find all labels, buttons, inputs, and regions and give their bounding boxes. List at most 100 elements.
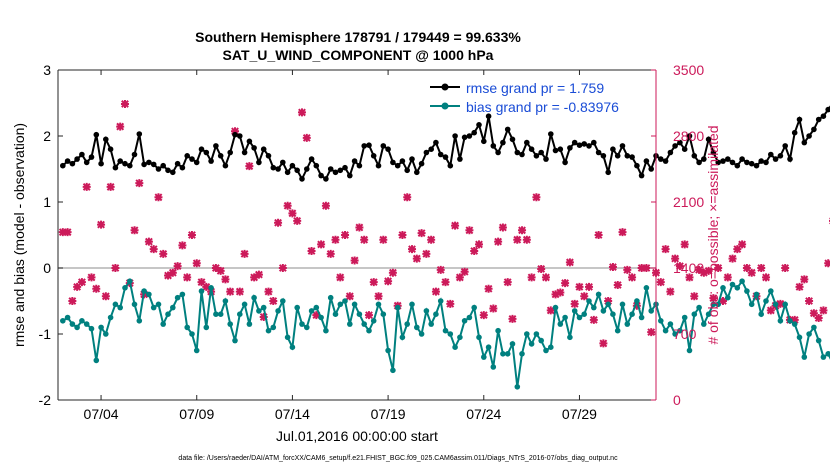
rmse-point bbox=[414, 169, 420, 176]
rmse-point bbox=[677, 139, 683, 146]
assimilated-point bbox=[431, 287, 440, 296]
rmse-point bbox=[141, 161, 147, 168]
assimilated-point bbox=[742, 264, 751, 272]
rmse-point bbox=[423, 149, 430, 156]
rmse-point bbox=[366, 142, 372, 148]
x-axis-label: Jul.01,2016 00:00:00 start bbox=[276, 428, 438, 444]
assimilated-point bbox=[297, 108, 306, 117]
bias-point bbox=[193, 347, 200, 354]
rmse-point bbox=[222, 162, 229, 169]
bias-point bbox=[720, 285, 726, 291]
assimilated-point bbox=[809, 309, 818, 318]
rmse-point bbox=[375, 162, 382, 169]
assimilated-point bbox=[618, 228, 627, 237]
assimilated-point bbox=[87, 273, 96, 282]
bias-point bbox=[490, 364, 497, 370]
rmse-point bbox=[418, 160, 425, 167]
assimilated-point bbox=[637, 264, 646, 272]
bias-point bbox=[136, 318, 143, 324]
assimilated-point bbox=[522, 235, 531, 244]
assimilated-point bbox=[503, 278, 512, 287]
assimilated-point bbox=[384, 277, 393, 286]
bias-point bbox=[342, 298, 348, 304]
rmse-point bbox=[308, 156, 315, 162]
assimilated-point bbox=[283, 201, 292, 210]
assimilated-point bbox=[494, 237, 503, 246]
chart-title-line2: SAT_U_WIND_COMPONENT @ 1000 hPa bbox=[223, 47, 494, 63]
bias-point bbox=[533, 331, 540, 337]
rmse-point bbox=[691, 153, 698, 159]
x-tick-label: 07/24 bbox=[466, 406, 501, 422]
rmse-point bbox=[782, 143, 788, 149]
rmse-point bbox=[155, 166, 162, 172]
bias-point bbox=[447, 331, 454, 337]
rmse-point bbox=[174, 160, 181, 167]
assimilated-point bbox=[479, 311, 488, 320]
bias-point bbox=[332, 311, 339, 318]
assimilated-point bbox=[398, 231, 407, 239]
assimilated-point bbox=[187, 231, 196, 239]
rmse-point bbox=[662, 158, 669, 164]
rmse-point bbox=[504, 126, 511, 133]
rmse-point bbox=[318, 172, 324, 179]
assimilated-point bbox=[250, 273, 259, 282]
bias-point bbox=[696, 304, 702, 311]
assimilated-point bbox=[824, 259, 830, 268]
assimilated-point bbox=[173, 262, 182, 271]
bias-point bbox=[681, 314, 688, 321]
rmse-point bbox=[605, 169, 611, 176]
bias-point bbox=[815, 337, 822, 344]
bias-point bbox=[811, 324, 817, 331]
plot-area bbox=[58, 70, 656, 400]
bias-point bbox=[495, 327, 501, 334]
bias-point bbox=[404, 321, 411, 327]
bias-point bbox=[88, 325, 95, 332]
rmse-point bbox=[227, 149, 233, 156]
bias-point bbox=[217, 311, 224, 318]
rmse-line bbox=[62, 105, 830, 182]
bias-point bbox=[418, 331, 425, 337]
right-y-tick-label: 0 bbox=[673, 392, 681, 408]
bias-point bbox=[127, 278, 133, 285]
rmse-point bbox=[198, 146, 205, 152]
bias-point bbox=[107, 314, 114, 321]
assimilated-point bbox=[159, 249, 168, 258]
bias-point bbox=[64, 314, 71, 321]
assimilated-point bbox=[154, 193, 163, 202]
bias-point bbox=[825, 351, 830, 357]
bias-point bbox=[433, 311, 439, 318]
assimilated-point bbox=[350, 256, 359, 265]
bias-point bbox=[308, 308, 315, 314]
rmse-point bbox=[461, 134, 468, 141]
assimilated-point bbox=[197, 278, 206, 287]
bias-point bbox=[562, 314, 568, 321]
bias-point bbox=[241, 301, 248, 308]
bias-point bbox=[557, 321, 564, 327]
rmse-point bbox=[399, 158, 406, 164]
right-y-tick-label: 2800 bbox=[673, 128, 704, 144]
assimilated-point bbox=[130, 226, 139, 235]
rmse-point bbox=[739, 156, 745, 162]
assimilated-point bbox=[106, 182, 115, 191]
bias-point bbox=[567, 334, 573, 341]
rmse-point bbox=[648, 166, 654, 172]
assimilated-point bbox=[699, 268, 708, 277]
assimilated-point bbox=[293, 216, 302, 225]
assimilated-point bbox=[331, 235, 340, 244]
bias-point bbox=[643, 285, 650, 291]
bias-point bbox=[591, 304, 597, 311]
bias-series bbox=[60, 278, 830, 390]
bias-point bbox=[361, 321, 368, 327]
assimilated-point bbox=[412, 254, 421, 263]
left-y-tick-label: -2 bbox=[39, 392, 52, 408]
rmse-point bbox=[289, 162, 296, 169]
bias-point bbox=[174, 294, 181, 301]
assimilated-point bbox=[58, 228, 67, 237]
rmse-point bbox=[811, 126, 817, 133]
assimilated-point bbox=[254, 270, 263, 279]
assimilated-point bbox=[422, 249, 431, 258]
bias-point bbox=[60, 318, 66, 324]
assimilated-point bbox=[647, 328, 656, 337]
assimilated-point bbox=[594, 231, 603, 239]
bias-point bbox=[624, 321, 631, 327]
